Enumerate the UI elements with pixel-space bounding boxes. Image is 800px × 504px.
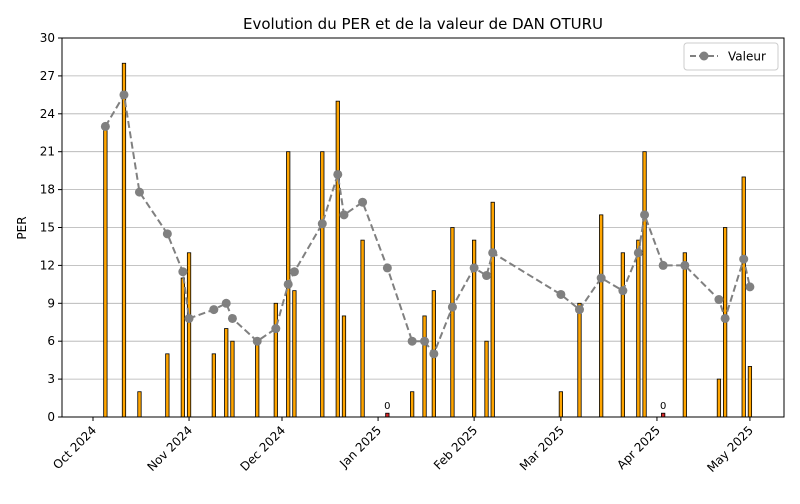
line-series-valeur <box>100 90 755 359</box>
valeur-point <box>209 305 219 315</box>
y-axis: 0 3 6 9 12 15 18 21 24 27 30 <box>40 31 62 424</box>
bar <box>335 100 340 418</box>
valeur-point <box>333 169 343 179</box>
bar <box>620 252 625 418</box>
valeur-point <box>407 336 417 346</box>
valeur-point <box>271 324 281 334</box>
valeur-point <box>227 313 237 323</box>
y-tick-label: 30 <box>40 31 55 45</box>
valeur-point <box>382 263 392 273</box>
valeur-point <box>252 336 262 346</box>
legend: Valeur <box>683 42 779 71</box>
valeur-point <box>429 349 439 359</box>
valeur-point <box>596 273 606 283</box>
valeur-point <box>720 313 730 323</box>
bar <box>716 378 722 418</box>
valeur-point <box>339 210 349 220</box>
bar <box>273 302 278 418</box>
legend-marker-swatch <box>699 51 709 61</box>
bar <box>490 201 495 418</box>
y-tick-label: 3 <box>47 372 55 386</box>
bar <box>741 176 746 418</box>
valeur-point <box>739 254 749 264</box>
valeur-point <box>178 267 188 277</box>
valeur-point <box>283 279 293 289</box>
legend-entry-valeur: Valeur <box>728 50 766 64</box>
bar <box>661 412 666 418</box>
bar <box>636 239 641 418</box>
valeur-point <box>184 313 194 323</box>
bar <box>422 315 427 418</box>
bar <box>230 340 235 418</box>
valeur-point <box>119 90 129 100</box>
y-tick-label: 15 <box>40 221 55 235</box>
bar <box>224 328 229 418</box>
bar <box>558 391 563 418</box>
valeur-point <box>358 197 368 207</box>
valeur-point <box>469 263 479 273</box>
valeur-point <box>574 305 584 315</box>
valeur-point <box>618 286 628 296</box>
bar <box>103 126 108 418</box>
bar <box>341 315 347 418</box>
valeur-point <box>221 298 231 308</box>
valeur-point <box>420 336 430 346</box>
bar <box>255 340 260 418</box>
bar <box>577 302 582 418</box>
bar <box>292 290 297 418</box>
valeur-point <box>633 248 643 258</box>
bar-value-label: 0 <box>384 401 390 412</box>
chart-title: Evolution du PER et de la valeur de DAN … <box>243 15 603 33</box>
valeur-point <box>680 260 690 270</box>
bar <box>121 62 127 418</box>
bar <box>137 391 142 418</box>
legend-frame <box>683 42 779 71</box>
valeur-point <box>162 229 172 239</box>
valeur-point <box>289 267 299 277</box>
valeur-point <box>488 248 498 258</box>
bar <box>642 151 647 418</box>
bar <box>385 412 390 418</box>
valeur-point <box>556 289 566 299</box>
bar <box>165 353 170 418</box>
valeur-point <box>658 260 668 270</box>
y-tick-label: 12 <box>40 258 55 272</box>
bar <box>186 252 192 418</box>
y-tick-label: 24 <box>40 107 55 121</box>
y-tick-label: 21 <box>40 145 55 159</box>
bar <box>180 277 185 418</box>
valeur-point <box>482 271 492 281</box>
bar <box>360 239 365 418</box>
bar <box>211 353 216 418</box>
bar <box>410 391 415 418</box>
y-axis-label: PER <box>15 216 29 239</box>
valeur-point <box>745 282 755 292</box>
bar <box>320 151 325 418</box>
y-tick-label: 6 <box>47 334 55 348</box>
bar-value-label: 0 <box>660 401 666 412</box>
bar <box>450 227 455 418</box>
y-tick-label: 18 <box>40 183 55 197</box>
bar <box>484 340 489 418</box>
valeur-point <box>134 187 144 197</box>
bar <box>682 252 687 418</box>
valeur-point <box>640 210 650 220</box>
y-tick-label: 27 <box>40 69 55 83</box>
valeur-point <box>714 295 724 305</box>
y-tick-label: 0 <box>47 410 55 424</box>
valeur-point <box>317 219 327 229</box>
valeur-point <box>100 121 110 131</box>
y-tick-label: 9 <box>47 296 55 310</box>
bar <box>599 214 604 418</box>
valeur-point <box>447 302 457 312</box>
bar <box>747 366 753 418</box>
